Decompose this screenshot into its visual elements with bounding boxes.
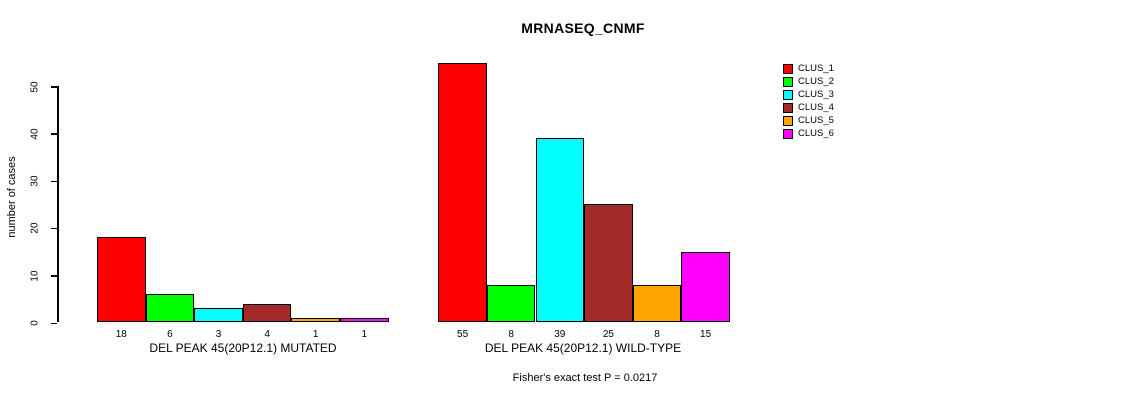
bar-clus_2 — [145, 294, 195, 323]
legend-item-clus_6: CLUS_6 — [783, 127, 834, 140]
y-axis-tick — [51, 133, 57, 135]
y-axis-tick-label: 50 — [29, 81, 41, 93]
y-axis-tick-label: 10 — [29, 270, 41, 282]
bar-value-label: 55 — [457, 329, 469, 340]
legend-label: CLUS_1 — [798, 63, 834, 74]
legend-label: CLUS_3 — [798, 89, 834, 100]
bar-clus_3 — [535, 138, 585, 323]
y-axis-label: number of cases — [6, 156, 18, 238]
bar-clus_4 — [584, 204, 633, 323]
legend-item-clus_4: CLUS_4 — [783, 101, 834, 114]
legend-item-clus_2: CLUS_2 — [783, 75, 834, 88]
y-axis-tick — [51, 86, 57, 88]
legend-swatch — [783, 128, 793, 139]
legend: CLUS_1 CLUS_2 CLUS_3 CLUS_4 CLUS_5 CLUS_6 — [783, 62, 834, 140]
legend-swatch — [783, 115, 793, 126]
legend-swatch — [783, 89, 793, 100]
y-axis-tick-label: 20 — [29, 222, 41, 235]
y-axis-tick-label: 40 — [29, 128, 41, 140]
bar-clus_2 — [486, 284, 536, 323]
bar-clus_6 — [681, 251, 730, 323]
legend-swatch — [783, 102, 793, 113]
legend-label: CLUS_5 — [798, 115, 834, 126]
bar-value-label: 39 — [554, 329, 566, 340]
bar-clus_3 — [194, 308, 243, 323]
bar-value-label: 8 — [508, 329, 514, 340]
legend-item-clus_1: CLUS_1 — [783, 62, 834, 75]
bar-value-label: 1 — [361, 329, 368, 340]
y-axis-tick — [51, 227, 57, 230]
y-axis-tick-label: 0 — [29, 320, 41, 326]
legend-label: CLUS_4 — [798, 102, 834, 113]
fisher-test-annotation: Fisher's exact test P = 0.0217 — [512, 372, 658, 384]
legend-label: CLUS_2 — [798, 76, 834, 87]
chart-title: MRNASEQ_CNMF — [521, 20, 645, 36]
bar-clus_6 — [340, 317, 389, 323]
bar-value-label: 8 — [654, 329, 660, 340]
legend-item-clus_5: CLUS_5 — [783, 114, 834, 127]
y-axis-tick — [51, 322, 57, 324]
bar-clus_4 — [242, 303, 292, 323]
bar-clus_1 — [97, 237, 146, 323]
bar-clus_5 — [632, 284, 682, 323]
y-axis-tick — [51, 180, 57, 183]
legend-item-clus_3: CLUS_3 — [783, 88, 834, 101]
bar-value-label: 3 — [215, 329, 222, 340]
y-axis-tick-label: 30 — [29, 175, 41, 187]
bar-value-label: 18 — [115, 329, 127, 340]
bar-value-label: 1 — [312, 329, 319, 340]
y-axis-tick — [51, 275, 57, 277]
group-label-mutated: DEL PEAK 45(20P12.1) MUTATED — [149, 341, 337, 355]
legend-label: CLUS_6 — [798, 128, 834, 139]
legend-swatch — [783, 63, 793, 74]
legend-swatch — [783, 76, 793, 87]
bar-value-label: 15 — [700, 329, 712, 340]
bar-clus_1 — [438, 62, 487, 323]
y-axis-line — [57, 86, 59, 323]
bar-value-label: 4 — [264, 329, 270, 340]
group-label-wild-type: DEL PEAK 45(20P12.1) WILD-TYPE — [484, 341, 682, 355]
bar-clus_5 — [291, 317, 340, 323]
bar-value-label: 25 — [602, 329, 614, 340]
bar-value-label: 6 — [167, 329, 173, 340]
